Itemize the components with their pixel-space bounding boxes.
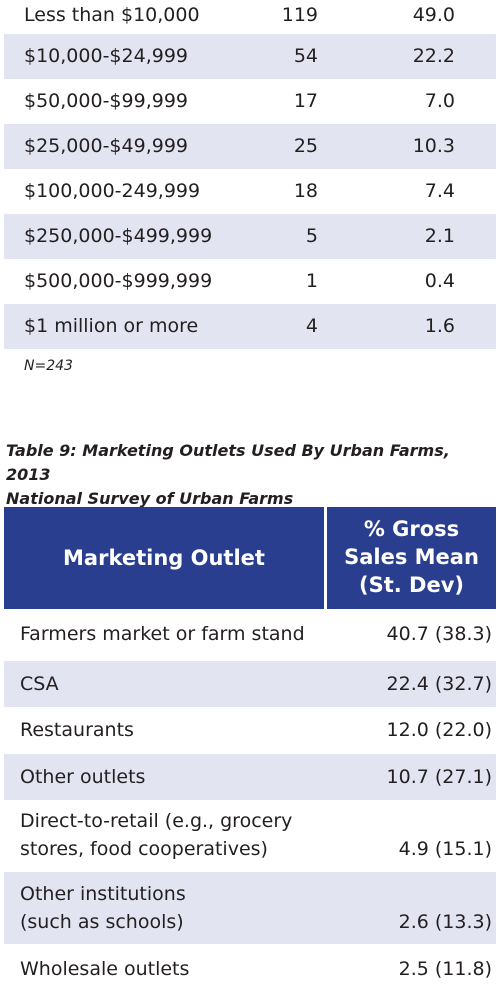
- farm-count: 25: [293, 135, 318, 157]
- table-row: $1 million or more 4 1.6: [4, 304, 496, 349]
- marketing-outlets-table: Marketing Outlet % Gross Sales Mean (St.…: [4, 507, 496, 996]
- sales-class-label: $10,000-$24,999: [24, 45, 188, 67]
- outlet-label-line2: (such as schools): [20, 911, 184, 933]
- header-line: Sales Mean: [344, 545, 479, 569]
- outlet-value: 22.4 (32.7): [386, 673, 492, 695]
- farm-percent: 7.0: [424, 90, 455, 112]
- farm-count: 5: [305, 225, 318, 247]
- farm-count: 1: [305, 270, 318, 292]
- sales-class-label: $250,000-$499,999: [24, 225, 213, 247]
- table-row: Direct-to-retail (e.g., grocery stores, …: [4, 800, 496, 872]
- outlet-label: Restaurants: [20, 719, 134, 741]
- table-row: Restaurants 12.0 (22.0): [4, 707, 496, 754]
- table-row: $250,000-$499,999 5 2.1: [4, 214, 496, 259]
- table-row: CSA 22.4 (32.7): [4, 661, 496, 707]
- table-row: $500,000-$999,999 1 0.4: [4, 259, 496, 304]
- farm-percent: 0.4: [424, 270, 455, 292]
- farm-percent: 7.4: [424, 180, 455, 202]
- sales-class-table: Less than $10,000 119 49.0 $10,000-$24,9…: [4, 0, 496, 349]
- farm-count: 119: [281, 4, 318, 26]
- table-row: Other institutions (such as schools) 2.6…: [4, 872, 496, 944]
- outlet-value: 2.5 (11.8): [398, 958, 492, 980]
- caption-line: National Survey of Urban Farms: [6, 489, 294, 508]
- farm-count: 17: [293, 90, 318, 112]
- table-row: Other outlets 10.7 (27.1): [4, 754, 496, 800]
- table-row: $10,000-$24,999 54 22.2: [4, 34, 496, 79]
- header-gross-sales: % Gross Sales Mean (St. Dev): [327, 515, 496, 599]
- outlet-value: 2.6 (13.3): [398, 911, 492, 933]
- farm-count: 54: [293, 45, 318, 67]
- header-divider: [324, 507, 327, 609]
- outlet-value: 10.7 (27.1): [386, 766, 492, 788]
- table-caption: Table 9: Marketing Outlets Used By Urban…: [6, 439, 496, 511]
- sales-class-label: Less than $10,000: [24, 4, 200, 26]
- header-line: (St. Dev): [358, 573, 464, 597]
- table-row: $100,000-249,999 18 7.4: [4, 169, 496, 214]
- farm-count: 18: [293, 180, 318, 202]
- farm-percent: 49.0: [412, 4, 455, 26]
- farm-percent: 10.3: [412, 135, 455, 157]
- outlet-label: Other outlets: [20, 766, 146, 788]
- farm-percent: 2.1: [424, 225, 455, 247]
- outlet-label: Wholesale outlets: [20, 958, 190, 980]
- outlet-label-line2: stores, food cooperatives): [20, 838, 268, 860]
- sales-class-label: $1 million or more: [24, 315, 199, 337]
- header-line: % Gross: [363, 517, 460, 541]
- caption-line: Table 9: Marketing Outlets Used By Urban…: [6, 441, 450, 484]
- farm-count: 4: [305, 315, 318, 337]
- outlet-label-line1: Other institutions: [20, 883, 186, 905]
- table-row: Farmers market or farm stand 40.7 (38.3): [4, 609, 496, 661]
- outlet-label-line1: Direct-to-retail (e.g., grocery: [20, 810, 293, 832]
- outlet-value: 12.0 (22.0): [386, 719, 492, 741]
- table-row: $50,000-$99,999 17 7.0: [4, 79, 496, 124]
- table-header: Marketing Outlet % Gross Sales Mean (St.…: [4, 507, 496, 609]
- table-row: Less than $10,000 119 49.0: [4, 0, 496, 34]
- sample-size-note: N=243: [24, 358, 73, 374]
- table-row: Wholesale outlets 2.5 (11.8): [4, 944, 496, 996]
- header-marketing-outlet: Marketing Outlet: [63, 546, 265, 570]
- outlet-label: CSA: [20, 673, 59, 695]
- outlet-value: 40.7 (38.3): [386, 623, 492, 645]
- outlet-value: 4.9 (15.1): [398, 838, 492, 860]
- sales-class-label: $25,000-$49,999: [24, 135, 188, 157]
- table-row: $25,000-$49,999 25 10.3: [4, 124, 496, 169]
- outlet-label: Farmers market or farm stand: [20, 623, 305, 645]
- sales-class-label: $500,000-$999,999: [24, 270, 213, 292]
- farm-percent: 22.2: [412, 45, 455, 67]
- sales-class-label: $50,000-$99,999: [24, 90, 188, 112]
- sales-class-label: $100,000-249,999: [24, 180, 201, 202]
- farm-percent: 1.6: [424, 315, 455, 337]
